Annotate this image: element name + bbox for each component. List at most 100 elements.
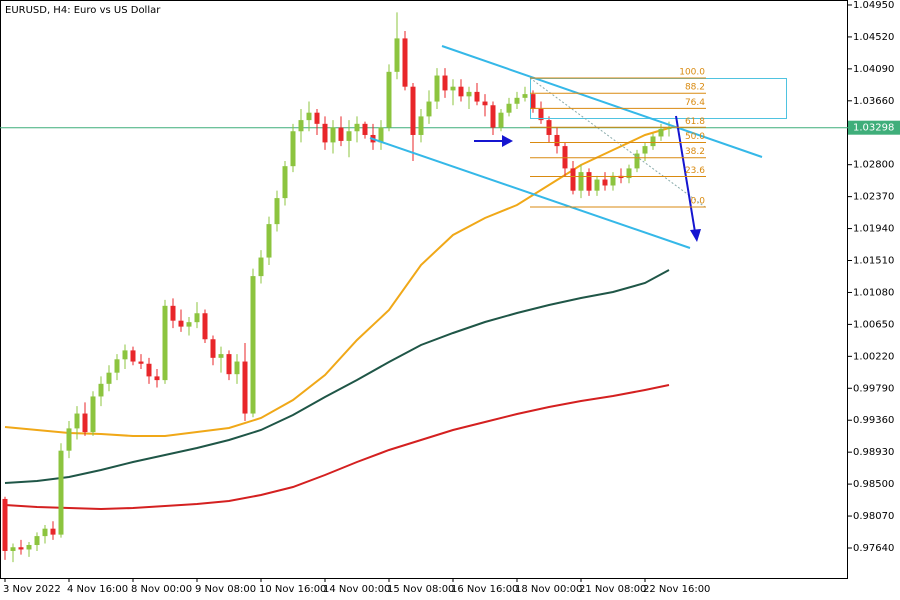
candle-body xyxy=(538,108,544,121)
arrow-head xyxy=(502,135,513,147)
y-tick-label: 0.99360 xyxy=(853,415,894,426)
x-tick-label: 9 Nov 08:00 xyxy=(195,584,256,595)
candle-body xyxy=(122,350,128,360)
candle-body xyxy=(26,545,32,550)
candle-body xyxy=(418,116,424,135)
candle-body xyxy=(466,91,472,97)
candle-body xyxy=(138,361,144,364)
candle-body xyxy=(10,547,16,551)
y-tick-label: 1.04950 xyxy=(853,0,894,11)
candle-body xyxy=(290,131,296,167)
arrow-line xyxy=(675,115,696,233)
current-price-label: 1.03298 xyxy=(853,123,894,134)
x-tick-label: 22 Nov 16:00 xyxy=(643,584,710,595)
candle-body xyxy=(498,112,504,128)
candle-body xyxy=(282,166,288,199)
candle-body xyxy=(442,75,448,91)
candle-body xyxy=(666,127,672,130)
candle-body xyxy=(82,413,88,433)
candle-body xyxy=(434,75,440,102)
candle-body xyxy=(570,168,576,191)
y-tick-label: 1.03660 xyxy=(853,96,894,107)
candle-body xyxy=(394,38,400,72)
moving-average xyxy=(4,269,670,484)
candle-body xyxy=(242,361,248,414)
y-tick-label: 1.00650 xyxy=(853,319,894,330)
candle-body xyxy=(450,86,456,91)
candle-body xyxy=(274,198,280,225)
candle-body xyxy=(50,528,56,535)
y-tick-label: 1.01940 xyxy=(853,224,894,235)
y-tick-label: 0.98070 xyxy=(853,511,894,522)
candle-body xyxy=(386,71,392,128)
candle-body xyxy=(306,112,312,121)
y-tick-label: 1.02800 xyxy=(853,160,894,171)
fib-label: 0.0 xyxy=(691,196,706,206)
candle-body xyxy=(194,313,200,323)
candle-body xyxy=(34,536,40,546)
y-tick-label: 1.01510 xyxy=(853,256,894,267)
y-tick-label: 0.98500 xyxy=(853,479,894,490)
x-tick-label: 21 Nov 08:00 xyxy=(579,584,646,595)
candle-body xyxy=(210,339,216,358)
candle-body xyxy=(658,129,664,137)
candle-body xyxy=(354,123,360,132)
candle-body xyxy=(338,127,344,141)
candle-body xyxy=(506,103,512,113)
y-tick-label: 1.00220 xyxy=(853,351,894,362)
candle-body xyxy=(514,97,520,104)
fib-label: 23.6 xyxy=(685,166,705,176)
fib-label: 38.2 xyxy=(685,147,705,157)
candle-body xyxy=(130,350,136,362)
candle-body xyxy=(2,498,8,551)
y-tick-label: 0.99790 xyxy=(853,383,894,394)
candle-body xyxy=(554,134,560,147)
plot-frame xyxy=(0,0,848,579)
candle-body xyxy=(170,305,176,321)
candle-body xyxy=(402,38,408,87)
channel-upper xyxy=(441,45,763,158)
x-tick-label: 14 Nov 00:00 xyxy=(323,584,390,595)
candle-body xyxy=(522,94,528,98)
fib-label: 61.8 xyxy=(685,117,705,127)
candle-body xyxy=(186,322,192,327)
candle-body xyxy=(490,105,496,128)
candle-body xyxy=(226,354,232,375)
candle-body xyxy=(74,413,80,429)
current-price-box xyxy=(848,120,900,135)
x-tick-label: 4 Nov 16:00 xyxy=(67,584,128,595)
candle-body xyxy=(234,361,240,375)
fib-label: 76.4 xyxy=(685,98,705,108)
candle-body xyxy=(106,372,112,384)
y-tick-label: 1.02370 xyxy=(853,192,894,203)
y-tick-label: 0.97640 xyxy=(853,543,894,554)
candle-body xyxy=(250,276,256,414)
candle-body xyxy=(482,101,488,106)
y-tick-label: 1.04520 xyxy=(853,32,894,43)
candle-body xyxy=(114,359,120,373)
candle-body xyxy=(162,305,168,381)
candle-body xyxy=(634,153,640,169)
candle-body xyxy=(330,127,336,143)
y-tick-label: 0.98930 xyxy=(853,447,894,458)
fib-label: 88.2 xyxy=(685,83,705,93)
candle-body xyxy=(474,91,480,102)
candle-body xyxy=(426,101,432,117)
channel-lower xyxy=(369,137,691,249)
candle-body xyxy=(42,528,48,537)
candle-body xyxy=(626,168,632,179)
x-tick-label: 3 Nov 2022 xyxy=(3,584,61,595)
candle-body xyxy=(362,123,368,135)
chart-title: EURUSD, H4: Euro vs US Dollar xyxy=(5,5,161,16)
candle-body xyxy=(266,224,272,258)
candle-body xyxy=(586,172,592,191)
candle-body xyxy=(146,363,152,377)
marks xyxy=(0,12,848,563)
candle-body xyxy=(314,112,320,124)
candle-body xyxy=(66,428,72,451)
candle-body xyxy=(90,396,96,433)
fib-label: 100.0 xyxy=(679,67,705,77)
candle-body xyxy=(58,450,64,535)
moving-average xyxy=(4,384,670,511)
candle-body xyxy=(258,257,264,277)
